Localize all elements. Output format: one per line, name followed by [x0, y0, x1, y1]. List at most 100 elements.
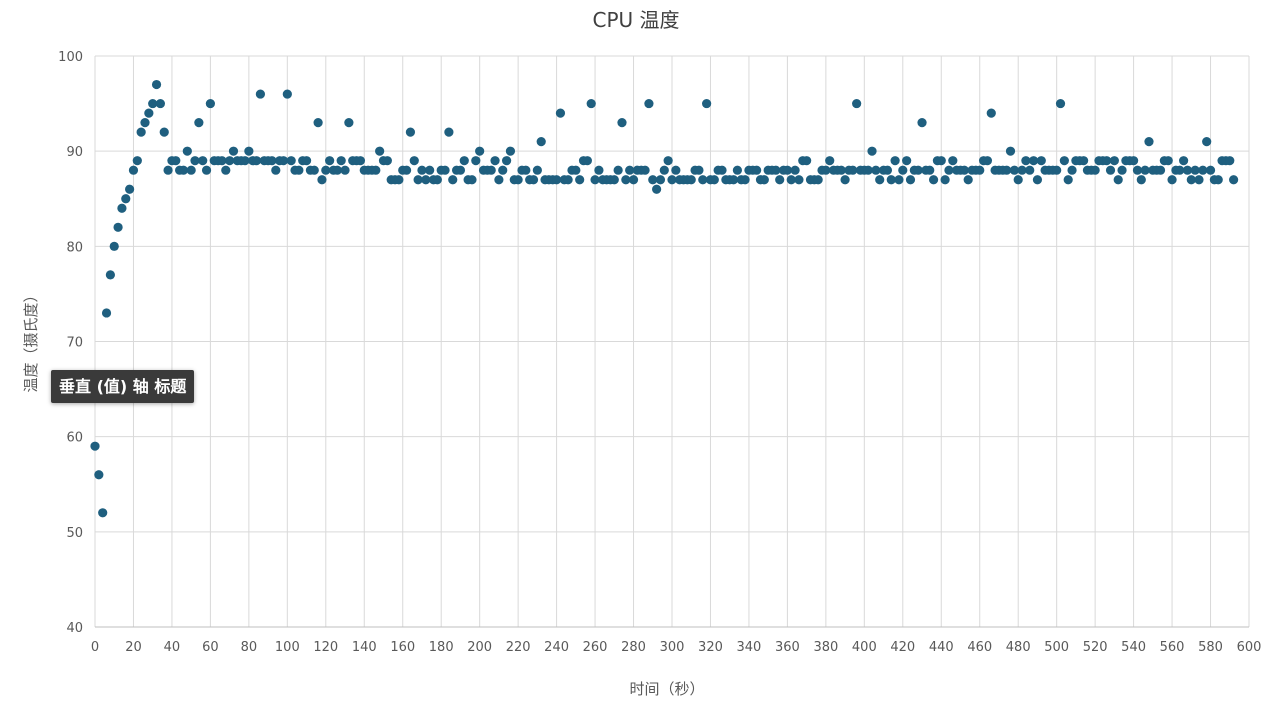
data-point[interactable] [732, 165, 742, 175]
data-point[interactable] [1067, 165, 1077, 175]
data-point[interactable] [898, 165, 908, 175]
data-point[interactable] [394, 175, 404, 185]
data-point[interactable] [886, 175, 896, 185]
data-point[interactable] [155, 98, 165, 109]
data-point[interactable] [613, 165, 623, 175]
data-point[interactable] [440, 165, 450, 175]
data-point[interactable] [217, 156, 227, 166]
data-point[interactable] [628, 175, 639, 185]
data-point[interactable] [982, 156, 993, 166]
data-point[interactable] [902, 156, 912, 166]
data-point[interactable] [794, 175, 804, 185]
data-point[interactable] [1229, 175, 1239, 185]
data-point[interactable] [159, 127, 169, 137]
data-point[interactable] [90, 441, 100, 451]
data-point[interactable] [840, 175, 850, 185]
data-point[interactable] [475, 146, 485, 156]
data-point[interactable] [182, 146, 192, 156]
data-point[interactable] [586, 98, 596, 109]
data-point[interactable] [1113, 175, 1123, 185]
data-point[interactable] [1078, 156, 1089, 166]
data-point[interactable] [321, 165, 331, 175]
data-point[interactable] [836, 165, 846, 175]
data-point[interactable] [702, 98, 712, 109]
data-point[interactable] [201, 165, 212, 175]
data-point[interactable] [652, 184, 662, 194]
data-point[interactable] [498, 165, 508, 175]
data-point[interactable] [190, 156, 200, 166]
data-point[interactable] [432, 175, 442, 185]
data-point[interactable] [936, 156, 946, 166]
data-point[interactable] [659, 165, 669, 175]
data-point[interactable] [698, 175, 708, 185]
data-point[interactable] [913, 165, 923, 175]
data-point[interactable] [1205, 165, 1216, 175]
data-point[interactable] [1059, 156, 1069, 166]
data-point[interactable] [1155, 165, 1166, 175]
data-point[interactable] [1179, 156, 1189, 166]
data-point[interactable] [1167, 175, 1177, 185]
data-point[interactable] [325, 156, 335, 166]
data-point[interactable] [101, 308, 112, 318]
data-point[interactable] [663, 156, 673, 166]
data-point[interactable] [1025, 165, 1035, 175]
data-point[interactable] [140, 118, 150, 128]
data-point[interactable] [848, 165, 858, 175]
data-point[interactable] [640, 165, 650, 175]
data-point[interactable] [1136, 175, 1146, 185]
data-point[interactable] [925, 165, 935, 175]
data-point[interactable] [1013, 175, 1023, 185]
data-point[interactable] [136, 127, 146, 137]
data-point[interactable] [1202, 137, 1212, 147]
data-point[interactable] [109, 241, 119, 251]
data-point[interactable] [894, 175, 904, 185]
data-point[interactable] [775, 175, 785, 185]
data-point[interactable] [959, 165, 969, 175]
data-point[interactable] [1090, 165, 1100, 175]
data-point[interactable] [1002, 165, 1012, 175]
data-point[interactable] [1194, 175, 1204, 185]
data-point[interactable] [513, 175, 523, 185]
data-point[interactable] [1182, 165, 1193, 175]
data-point[interactable] [317, 175, 327, 185]
data-point[interactable] [221, 165, 231, 175]
data-point[interactable] [625, 165, 635, 175]
data-point[interactable] [617, 118, 627, 128]
data-point[interactable] [782, 165, 793, 175]
data-point[interactable] [671, 165, 681, 175]
data-point[interactable] [1063, 175, 1073, 185]
data-point[interactable] [132, 156, 142, 166]
data-point[interactable] [821, 165, 831, 175]
data-point[interactable] [94, 470, 104, 480]
data-point[interactable] [709, 175, 719, 185]
data-point[interactable] [375, 146, 385, 156]
data-point[interactable] [121, 194, 131, 204]
data-point[interactable] [555, 108, 566, 118]
data-point[interactable] [1009, 165, 1019, 175]
data-point[interactable] [171, 156, 181, 166]
data-point[interactable] [1005, 146, 1016, 156]
data-point[interactable] [863, 165, 873, 175]
data-point[interactable] [1132, 165, 1143, 175]
data-point[interactable] [528, 175, 539, 185]
data-point[interactable] [448, 175, 458, 185]
data-point[interactable] [1028, 156, 1039, 166]
data-point[interactable] [667, 175, 677, 185]
data-point[interactable] [571, 165, 581, 175]
data-point[interactable] [117, 203, 127, 213]
data-point[interactable] [282, 89, 292, 99]
data-point[interactable] [644, 98, 654, 109]
data-point[interactable] [382, 156, 392, 166]
data-point[interactable] [1036, 156, 1046, 166]
data-point[interactable] [1021, 156, 1031, 166]
data-point[interactable] [948, 156, 958, 166]
data-point[interactable] [867, 146, 877, 156]
x-axis-title[interactable]: 时间（秒） [629, 680, 704, 698]
data-point[interactable] [825, 156, 835, 166]
data-point[interactable] [694, 165, 704, 175]
data-point[interactable] [313, 118, 323, 128]
data-point[interactable] [228, 146, 239, 156]
data-point[interactable] [309, 165, 319, 175]
data-point[interactable] [151, 79, 162, 90]
data-point[interactable] [686, 175, 696, 185]
